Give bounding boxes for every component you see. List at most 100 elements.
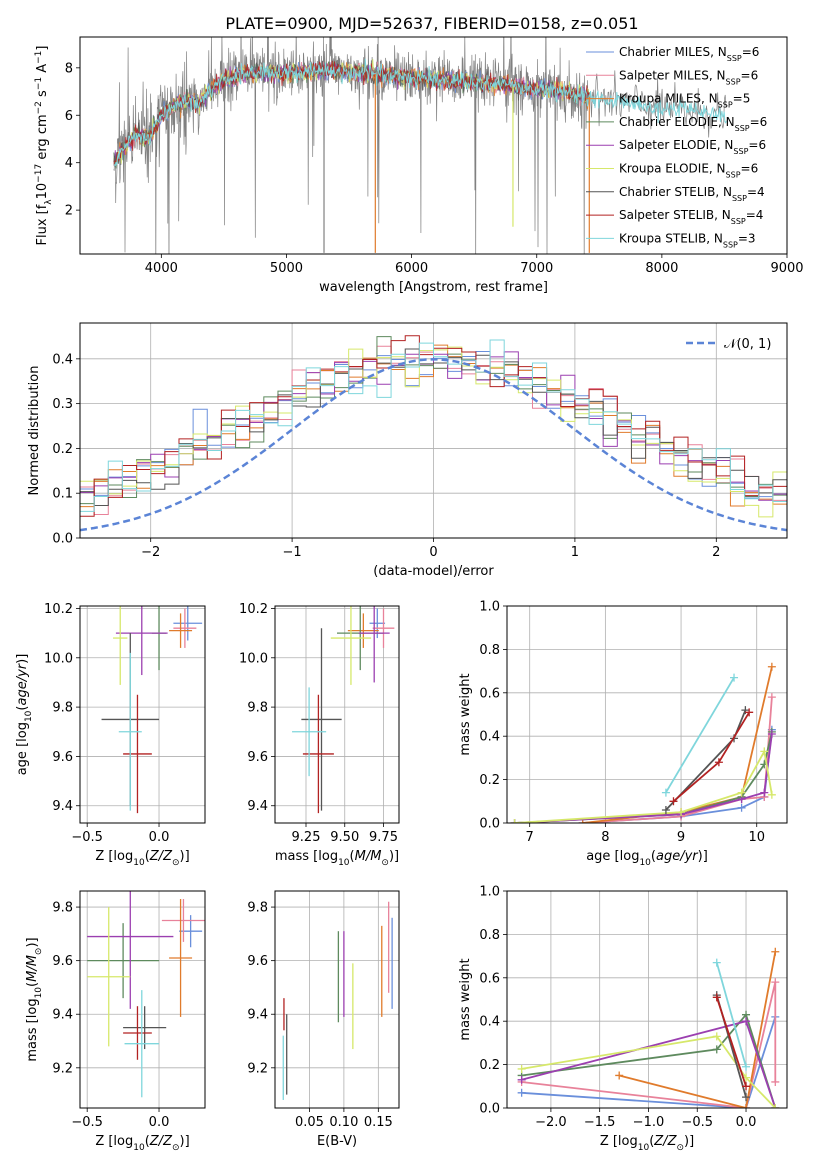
legend-model-name: Kroupa STELIB, N (619, 231, 723, 245)
panel-mass_vs_EBV: 0.05 0.10 0.15 9.2 9.4 9.6 9.8 E(B-V) (247, 890, 400, 1149)
y-tick-label: 0.4 (479, 730, 500, 745)
x-tick-label: 6000 (395, 261, 428, 276)
x-axis-label: Z [log10(Z/Z⊙)] (95, 849, 189, 868)
y-axis-label: mass [log10(M/M⊙)] (25, 937, 44, 1061)
weight-marker-kroupa-elodie (712, 1032, 721, 1041)
y-axis-label-part: A (35, 64, 50, 77)
panel-mass_vs_Z: −0.5 0.09.29.49.69.8Z [log10(Z/Z⊙)]mass [… (25, 890, 206, 1153)
y-tick-label: 9.8 (247, 901, 268, 916)
x-axis-label: wavelength [Angstrom, rest frame] (319, 280, 548, 295)
legend-sub: SSP (732, 193, 747, 202)
weight-marker-salpeter-stelib (745, 708, 754, 717)
legend-sub: SSP (726, 77, 741, 86)
weight-marker-kroupa-stelib (742, 1062, 751, 1071)
y-axis-label-part: )] (25, 937, 40, 947)
x-axis-label: Z [log10(Z/Z⊙)] (600, 1134, 694, 1153)
y-tick-label: 0.4 (479, 1015, 500, 1030)
x-tick-label: 4000 (145, 261, 178, 276)
weight-line-kroupa-stelib (715, 962, 747, 1068)
legend-n: =6 (741, 68, 759, 82)
legend-sub: SSP (726, 170, 741, 179)
y-axis-label-part: ⊙ (34, 948, 44, 956)
legend-n: =3 (738, 231, 756, 245)
x-axis-label: Z [log10(Z/Z⊙)] (95, 1134, 189, 1153)
y-tick-label: 9.6 (247, 954, 268, 969)
x-axis-label-text: (data-model)/error (373, 564, 494, 579)
x-axis-label: age [log10(age/yr)] (586, 849, 708, 868)
x-tick-label: 0.15 (364, 1115, 393, 1130)
y-axis-label-part: )] (15, 654, 30, 664)
x-tick-label: 7 (526, 830, 534, 845)
x-tick-label: 8 (601, 830, 609, 845)
legend-model-name: Salpeter STELIB, N (619, 208, 731, 222)
y-axis-label-part: M/M (25, 955, 40, 982)
y-axis-label-part: −2 (34, 101, 44, 114)
y-axis-label: Normed distribution (27, 366, 42, 496)
legend-label-kroupa-stelib: Kroupa STELIB, NSSP=3 (619, 231, 756, 249)
x-axis-label-part: Z [log (600, 1134, 638, 1149)
histogram-chabrier-stelib (80, 348, 787, 507)
y-tick-label: 9.8 (52, 701, 73, 716)
x-tick-label: 1 (571, 545, 579, 560)
x-axis-label-part: mass [log (275, 849, 338, 864)
x-tick-label: 0.0 (149, 830, 170, 845)
x-tick-label: −0.5 (681, 1115, 713, 1130)
legend-label-kroupa-elodie: Kroupa ELODIE, NSSP=6 (619, 162, 758, 180)
y-axis-label-part: λ (44, 199, 54, 205)
y-tick-label: 9.4 (247, 799, 268, 814)
x-tick-label: −1 (283, 545, 302, 560)
legend-label-kroupa-miles: Kroupa MILES, NSSP=5 (619, 92, 750, 110)
y-tick-label: 10.2 (44, 602, 73, 617)
legend-label-salpeter-miles: Salpeter MILES, NSSP=6 (619, 68, 758, 86)
x-axis-label: E(B-V) (317, 1134, 357, 1149)
x-axis-label-part: 10 (338, 858, 350, 868)
legend-label-salpeter-elodie: Salpeter ELODIE, NSSP=6 (619, 138, 766, 156)
plot-area (292, 606, 395, 814)
x-tick-label: 9.75 (369, 830, 398, 845)
panel-spectrum: 4000 5000 6000 7000 8000 9000 2 4 6 8 wavelength [… (34, 36, 804, 295)
y-axis-label-part: age [log (15, 722, 30, 775)
y-axis-label-part: age/yr (15, 662, 30, 705)
x-axis-label-part: ⊙ (172, 858, 180, 868)
weight-marker-kroupa-elodie (767, 790, 776, 799)
weight-line-chabrier-miles (521, 1016, 777, 1108)
legend-n: =6 (741, 162, 759, 176)
weight-marker-chabrier-miles (517, 1088, 526, 1097)
y-tick-label: 0.3 (52, 397, 73, 412)
weight-marker-chabrier-elodie (712, 1045, 721, 1054)
weight-line-chabrier-miles (582, 729, 773, 823)
panel-weight_vs_Z: −2.0 −1.5 −1.0 −0.5 0.0 0.0 0.2 0.4 0.6 0.8 1.0 Z [… (458, 885, 788, 1153)
panel-age_vs_mass: 9.25 9.50 9.75 9.4 9.6 9.8 10.0 10.2 mass [log10… (239, 602, 400, 868)
x-tick-label: 7000 (520, 261, 553, 276)
x-axis-label-part: ( (649, 1134, 654, 1149)
weight-marker-kroupa-elodie (737, 788, 746, 797)
weight-marker-salpeter-stelib (714, 758, 723, 767)
axes-frame (79, 890, 206, 1109)
x-axis-label-part: ( (145, 849, 150, 864)
legend-sub: SSP (731, 217, 746, 226)
legend-n: =6 (748, 138, 766, 152)
gaussian-curve (80, 358, 787, 532)
y-axis-label-part: −1 (34, 77, 44, 90)
y-tick-label: 0.0 (479, 817, 500, 832)
y-axis-label: mass weight (458, 673, 473, 755)
x-tick-label: 0.0 (736, 1115, 757, 1130)
weight-marker-kroupa-stelib (661, 788, 670, 797)
legend-n: =4 (747, 185, 765, 199)
weight-marker-salpeter-miles (767, 693, 776, 702)
weight-marker-kroupa-stelib (712, 958, 721, 967)
weight-line-salpeter-stelib (672, 711, 750, 802)
x-axis-label-part: ( (350, 849, 355, 864)
x-tick-label: 10 (748, 830, 765, 845)
x-tick-label: 9.50 (330, 830, 359, 845)
legend-label-salpeter-stelib: Salpeter STELIB, NSSP=4 (619, 208, 763, 226)
axes-frame (79, 605, 206, 824)
weight-marker-kroupa-miles (771, 947, 780, 956)
weight-marker-kroupa-miles (742, 1104, 751, 1108)
axes-frame (274, 890, 400, 1109)
legend-model-name: Chabrier STELIB, N (619, 185, 732, 199)
weight-line-kroupa-stelib (665, 677, 735, 794)
x-axis-label-part: )] (684, 1134, 694, 1149)
weight-marker-chabrier-stelib (742, 1093, 751, 1102)
